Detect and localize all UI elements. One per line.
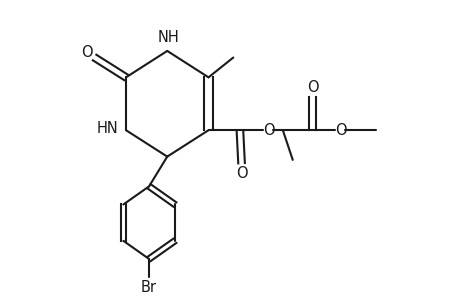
Text: Br: Br: [141, 280, 157, 295]
Text: O: O: [263, 123, 274, 138]
Text: HN: HN: [97, 121, 118, 136]
Text: O: O: [81, 45, 93, 60]
Text: O: O: [306, 80, 318, 95]
Text: O: O: [235, 166, 247, 181]
Text: O: O: [335, 123, 346, 138]
Text: NH: NH: [158, 30, 179, 45]
